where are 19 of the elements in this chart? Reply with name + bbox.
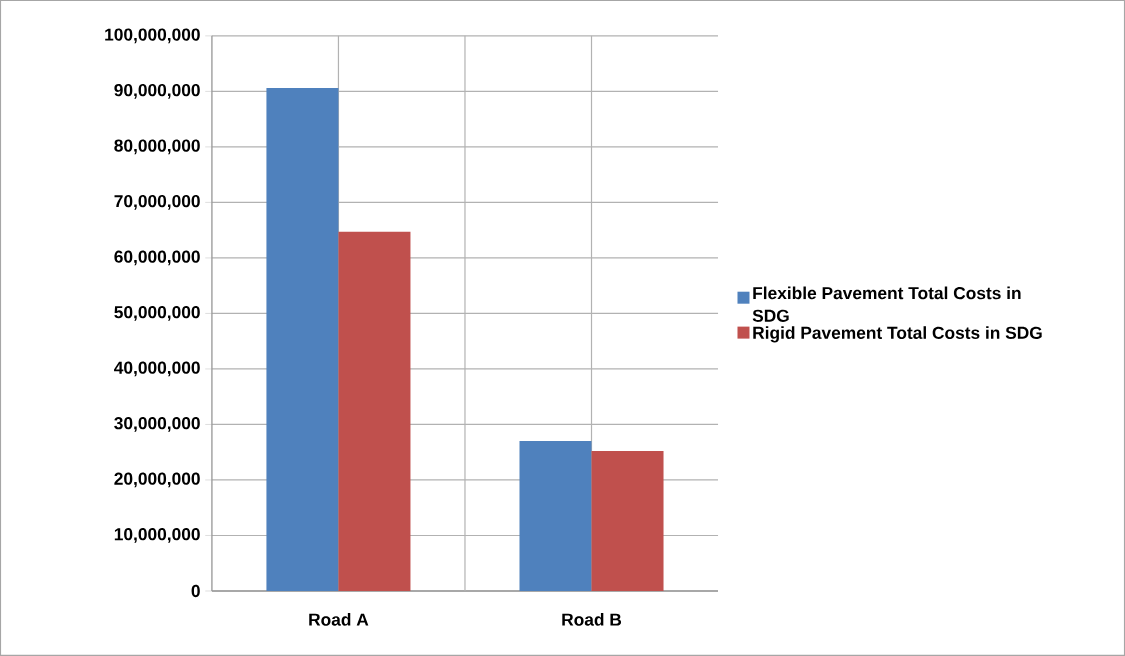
legend-label: Rigid Pavement Total Costs in SDG	[753, 326, 1042, 343]
y-tick-label: 20,000,000	[114, 472, 200, 488]
bar	[338, 231, 411, 592]
y-tick-label: 80,000,000	[114, 139, 200, 155]
y-tick-label: 40,000,000	[114, 361, 200, 377]
legend-label: Flexible Pavement Total Costs in SDG	[752, 286, 1021, 322]
y-tick-label: 70,000,000	[114, 195, 200, 210]
bar	[266, 88, 339, 592]
x-tick-label: Road A	[309, 613, 369, 626]
x-tick-label: Road B	[562, 613, 622, 626]
y-tick-label: 10,000,000	[114, 528, 200, 543]
y-tick-label: 30,000,000	[114, 417, 200, 432]
y-tick-label: 0	[191, 584, 200, 598]
y-tick-label: 60,000,000	[114, 250, 200, 266]
y-tick-label: 100,000,000	[105, 28, 200, 44]
y-tick-label: 90,000,000	[114, 84, 200, 99]
bar	[591, 451, 664, 592]
y-tick-label: 50,000,000	[114, 306, 200, 321]
bar	[519, 441, 592, 592]
